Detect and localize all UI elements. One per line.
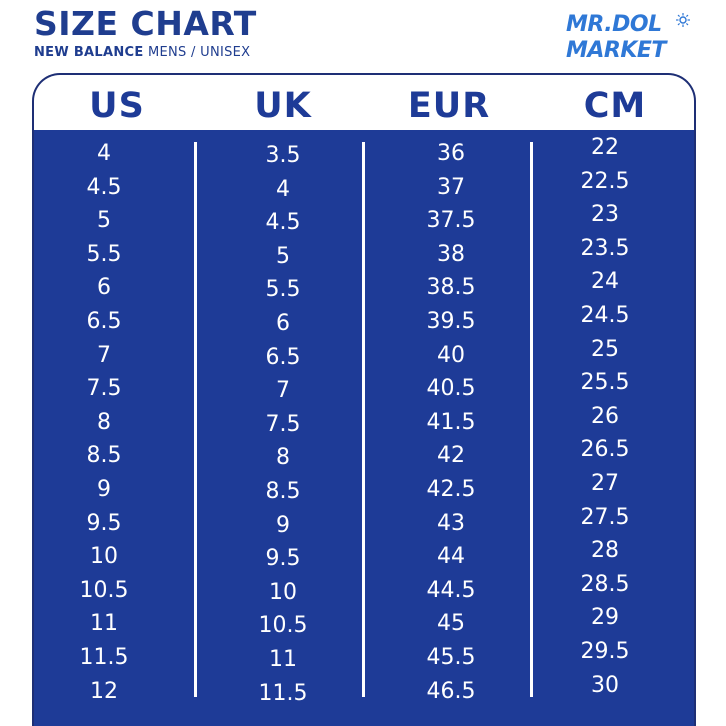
cell-uk: 5 xyxy=(276,243,290,269)
cell-cm: 27.5 xyxy=(580,504,630,530)
cell-cm: 29 xyxy=(591,605,619,631)
cell-cm: 30 xyxy=(591,672,619,698)
cell-uk: 9 xyxy=(276,512,290,538)
cell-cm: 23 xyxy=(591,202,619,228)
cell-eur: 43 xyxy=(437,510,465,536)
cell-eur: 38 xyxy=(437,241,465,267)
cell-cm: 22 xyxy=(591,135,619,160)
cell-cm: 23.5 xyxy=(580,235,630,261)
subtitle-category: MENS / UNISEX xyxy=(143,45,251,60)
cell-cm: 29.5 xyxy=(580,639,630,664)
cell-eur: 45 xyxy=(437,611,465,637)
cell-uk: 4 xyxy=(276,176,290,202)
cell-us: 4.5 xyxy=(86,174,122,200)
cell-uk: 7.5 xyxy=(265,411,301,437)
column-header-us: US xyxy=(89,86,145,126)
cell-cm: 27 xyxy=(591,471,619,496)
cell-cm: 25.5 xyxy=(580,370,630,396)
cell-eur: 38.5 xyxy=(426,275,476,301)
cell-uk: 10.5 xyxy=(258,613,308,639)
store-logo: MR.DOL MARKET xyxy=(566,12,692,72)
cell-eur: 40 xyxy=(437,342,465,368)
cell-us: 4 xyxy=(97,141,111,166)
cell-cm: 25 xyxy=(591,336,619,362)
cell-eur: 42 xyxy=(437,443,465,469)
cell-uk: 6 xyxy=(276,311,290,336)
cell-eur: 42.5 xyxy=(426,477,476,502)
size-chart-table: US UK EUR CM 4 4.5 5 5.5 6 6.5 7 7.5 8 8.5 9 9.5 10 1… xyxy=(32,73,696,726)
cell-us: 10 xyxy=(90,544,118,570)
column-header-eur: EUR xyxy=(407,86,491,126)
cell-eur: 36 xyxy=(437,141,465,166)
column-divider xyxy=(362,142,365,697)
logo-line-1: MR.DOL xyxy=(566,12,662,37)
cell-us: 6.5 xyxy=(86,309,122,334)
cell-us: 11 xyxy=(90,611,118,637)
cell-eur: 46.5 xyxy=(426,678,476,704)
page-title: SIZE CHART xyxy=(34,4,257,43)
cell-uk: 8 xyxy=(276,445,290,471)
cell-uk: 11 xyxy=(269,647,297,672)
cell-us: 6 xyxy=(97,275,111,301)
cell-cm: 22.5 xyxy=(580,168,630,194)
cell-cm: 24 xyxy=(591,269,619,295)
cell-cm: 24.5 xyxy=(580,303,630,328)
cell-uk: 5.5 xyxy=(265,277,301,303)
cell-us: 7 xyxy=(97,342,111,368)
subtitle-brand: NEW BALANCE xyxy=(34,45,144,60)
cell-cm: 28 xyxy=(591,538,619,564)
cell-us: 9.5 xyxy=(86,510,122,536)
cell-eur: 44.5 xyxy=(426,577,476,603)
cell-uk: 9.5 xyxy=(265,546,301,572)
cell-eur: 37 xyxy=(437,174,465,200)
cell-uk: 6.5 xyxy=(265,344,301,370)
cell-cm: 26.5 xyxy=(580,437,630,463)
table-body: 4 4.5 5 5.5 6 6.5 7 7.5 8 8.5 9 9.5 10 10.5 11 11.5 12 3… xyxy=(34,130,694,726)
cell-eur: 37.5 xyxy=(426,208,476,234)
column-divider xyxy=(194,142,197,697)
cell-us: 5 xyxy=(97,208,111,234)
page-subtitle: NEW BALANCE MENS / UNISEX xyxy=(34,45,250,60)
cell-us: 10.5 xyxy=(79,577,129,603)
cell-cm: 28.5 xyxy=(580,571,630,597)
sun-icon xyxy=(676,13,690,27)
cell-uk: 10 xyxy=(269,579,297,605)
cell-us: 11.5 xyxy=(79,645,129,670)
cell-us: 9 xyxy=(97,477,111,502)
logo-line-2: MARKET xyxy=(566,38,666,63)
cell-eur: 41.5 xyxy=(426,409,476,435)
cell-uk: 8.5 xyxy=(265,479,301,504)
column-divider xyxy=(530,142,533,697)
cell-eur: 44 xyxy=(437,544,465,570)
cell-us: 8.5 xyxy=(86,443,122,469)
cell-uk: 4.5 xyxy=(265,210,301,236)
cell-uk: 11.5 xyxy=(258,680,308,706)
cell-us: 7.5 xyxy=(86,376,122,402)
cell-us: 12 xyxy=(90,678,118,704)
cell-cm: 26 xyxy=(591,403,619,429)
column-header-uk: UK xyxy=(254,86,312,126)
column-header-cm: CM xyxy=(583,86,647,126)
cell-us: 5.5 xyxy=(86,241,122,267)
cell-eur: 39.5 xyxy=(426,309,476,334)
cell-eur: 45.5 xyxy=(426,645,476,670)
cell-uk: 7 xyxy=(276,378,290,404)
cell-eur: 40.5 xyxy=(426,376,476,402)
cell-us: 8 xyxy=(97,409,111,435)
cell-uk: 3.5 xyxy=(265,143,301,168)
